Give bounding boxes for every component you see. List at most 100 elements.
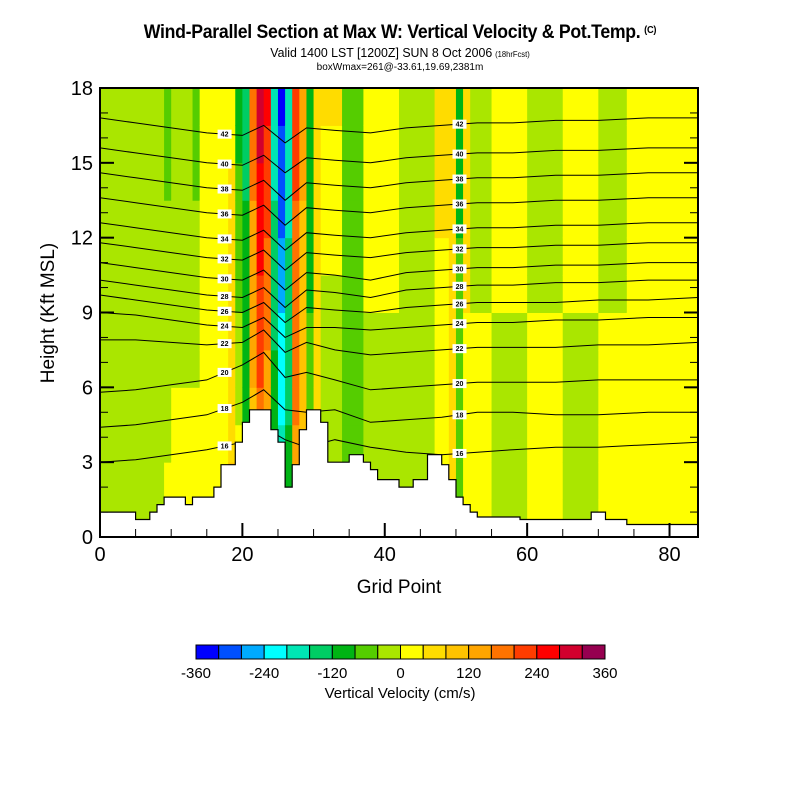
velocity-cell [527, 312, 564, 351]
velocity-cell [527, 462, 564, 501]
velocity-cell [228, 200, 236, 239]
velocity-cell [299, 200, 307, 239]
velocity-cell [242, 88, 250, 126]
contour-label-bg [452, 199, 467, 209]
isentrope-line [100, 242, 698, 271]
contour-label: 20 [456, 381, 464, 388]
velocity-cell [342, 312, 364, 351]
colorbar-swatch [263, 644, 288, 660]
velocity-cell [320, 125, 343, 164]
velocity-cell [292, 275, 300, 313]
y-tick-label: 6 [82, 377, 93, 399]
colorbar-tick-label: 240 [524, 665, 549, 682]
velocity-cell [463, 349, 471, 388]
isentrope-line [100, 279, 698, 309]
velocity-cell [562, 162, 599, 201]
velocity-cell [270, 88, 279, 126]
y-tick-label: 3 [82, 452, 93, 474]
contour-label-bg [452, 174, 467, 184]
velocity-cell [448, 424, 457, 463]
velocity-cell [171, 125, 194, 164]
velocity-cell [171, 275, 194, 313]
velocity-cell [562, 349, 599, 388]
contour-label: 26 [456, 301, 464, 308]
velocity-cell [249, 200, 258, 239]
velocity-cell [263, 349, 272, 388]
velocity-cell [263, 275, 272, 313]
velocity-cell [463, 162, 471, 201]
velocity-cell [626, 237, 698, 276]
velocity-cell [448, 200, 457, 239]
velocity-cell [491, 200, 528, 239]
velocity-cell [320, 88, 343, 126]
velocity-cell [527, 162, 564, 201]
velocity-cell [434, 200, 450, 239]
velocity-cell [171, 312, 194, 351]
contour-label: 42 [221, 132, 229, 139]
velocity-cell [299, 88, 307, 126]
velocity-cell [626, 162, 698, 201]
velocity-cell [171, 200, 194, 239]
velocity-cell [292, 162, 300, 201]
velocity-cell [313, 200, 322, 239]
velocity-cell [306, 312, 315, 351]
velocity-cell [470, 424, 493, 463]
velocity-cell [455, 88, 464, 126]
velocity-cell [270, 125, 279, 164]
velocity-cell [292, 200, 300, 239]
velocity-cell [100, 125, 165, 164]
velocity-cell [100, 312, 165, 351]
velocity-cell [192, 312, 201, 351]
velocity-cell [192, 275, 201, 313]
velocity-cell [320, 275, 343, 313]
velocity-cell [235, 88, 243, 126]
colorbar-swatch [468, 644, 492, 660]
contour-label-bg [217, 404, 232, 414]
contour-label: 24 [221, 324, 229, 331]
contour-label-bg [217, 159, 232, 169]
contour-label-bg [452, 119, 467, 129]
velocity-cell [363, 424, 400, 463]
velocity-cell [164, 312, 172, 351]
velocity-cell [164, 387, 172, 426]
colorbar-tick-label: 0 [396, 665, 404, 682]
velocity-cell [562, 125, 599, 164]
colorbar-swatch [513, 644, 538, 660]
velocity-cell [228, 424, 236, 463]
velocity-cell [292, 312, 300, 351]
velocity-cell [270, 162, 279, 201]
velocity-cell [192, 162, 201, 201]
x-tick-label: 20 [231, 544, 253, 566]
colorbar-tick-label: -240 [249, 665, 279, 682]
velocity-cell [256, 387, 265, 426]
velocity-cell [363, 200, 400, 239]
velocity-cell [171, 349, 194, 388]
velocity-cell [527, 88, 564, 126]
contour-label-bg [217, 129, 232, 139]
velocity-cell [277, 349, 286, 388]
velocity-cell [313, 387, 322, 426]
velocity-cell [491, 424, 528, 463]
velocity-cell [228, 88, 236, 126]
velocity-cell [192, 462, 201, 501]
contour-label: 18 [456, 412, 464, 419]
velocity-cell [313, 349, 322, 388]
velocity-cell [626, 387, 698, 426]
velocity-cell [299, 275, 307, 313]
velocity-cell [626, 275, 698, 313]
contour-label: 34 [221, 236, 229, 243]
velocity-cell [192, 125, 201, 164]
velocity-cell [171, 424, 194, 463]
velocity-cell [256, 237, 265, 276]
velocity-cell [192, 387, 201, 426]
velocity-cell [249, 88, 258, 126]
contour-label: 26 [221, 309, 229, 316]
velocity-cell [306, 275, 315, 313]
velocity-cell [470, 162, 493, 201]
velocity-cell [277, 125, 286, 164]
velocity-cell [256, 275, 265, 313]
velocity-cell [342, 162, 364, 201]
velocity-cell [448, 387, 457, 426]
velocity-cell [285, 275, 293, 313]
velocity-cell [171, 462, 194, 501]
